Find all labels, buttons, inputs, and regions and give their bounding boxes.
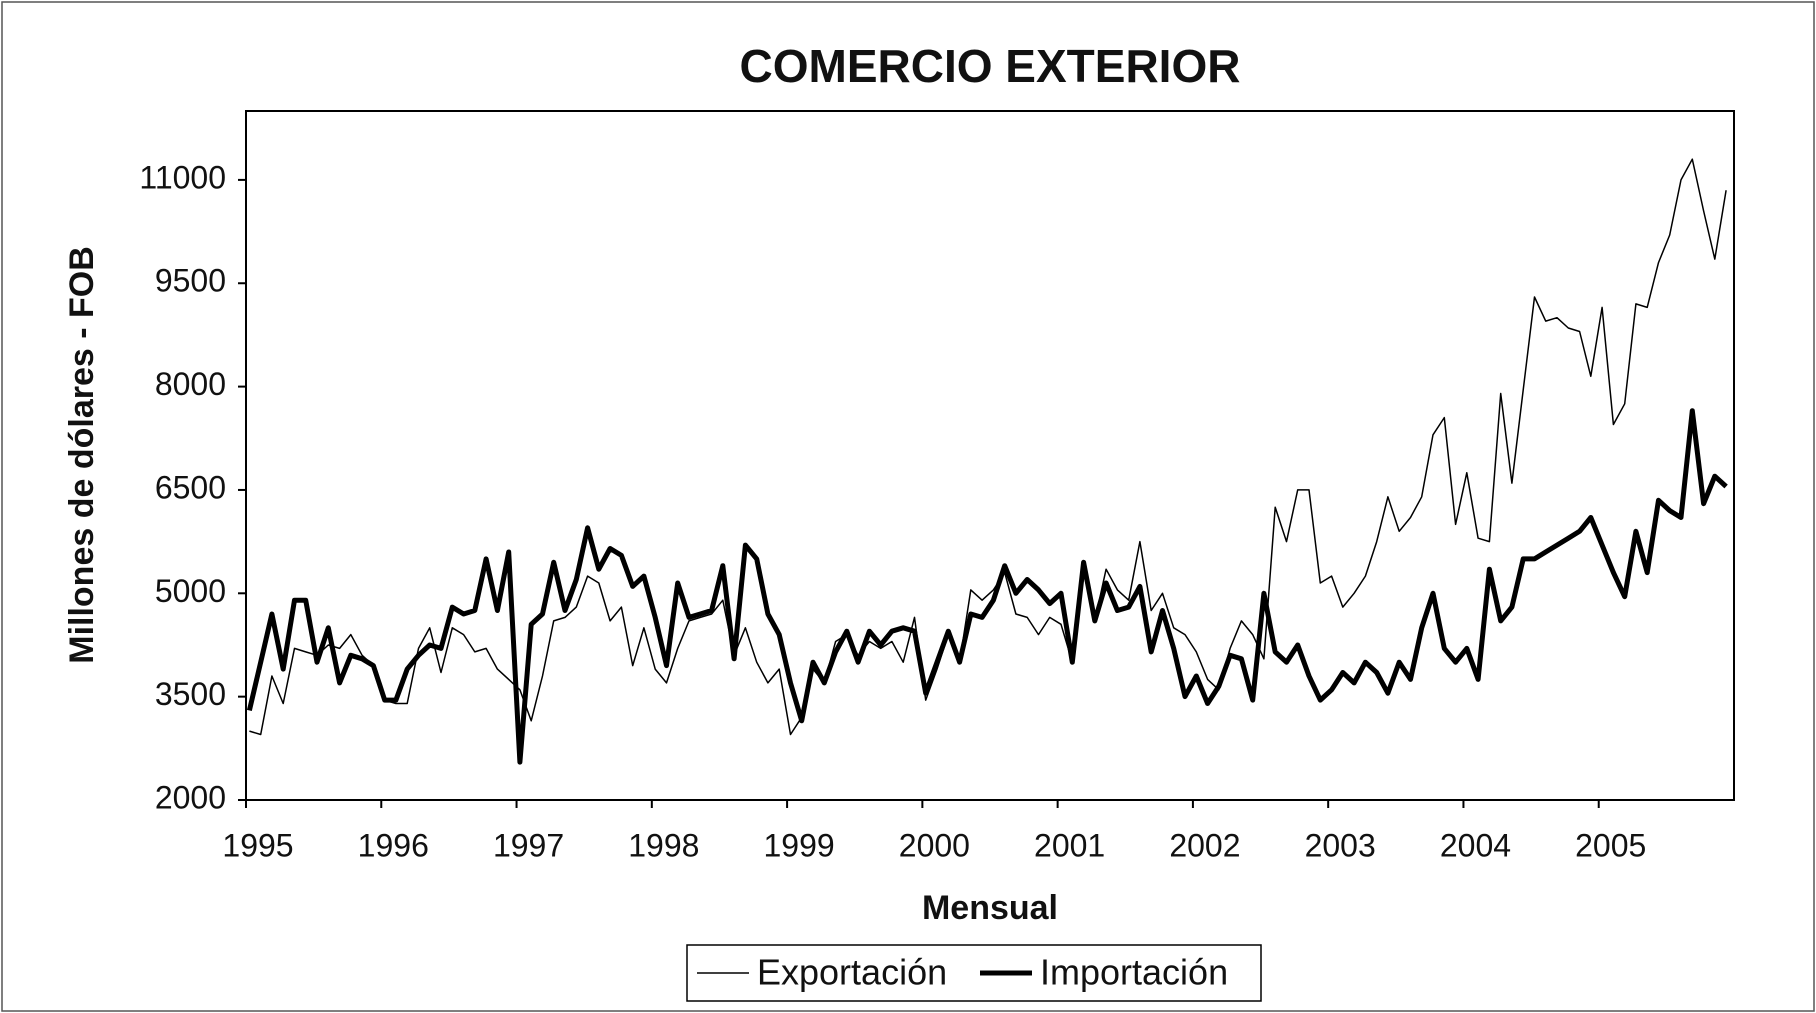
- x-tick-label: 2001: [1034, 827, 1105, 863]
- x-tick-label: 1995: [222, 827, 293, 863]
- y-tick-label: 6500: [155, 469, 226, 505]
- x-tick-label: 2000: [899, 827, 970, 863]
- y-tick-label: 2000: [155, 779, 226, 815]
- x-tick-label: 1998: [628, 827, 699, 863]
- y-tick-label: 9500: [155, 263, 226, 299]
- x-tick-label: 1999: [763, 827, 834, 863]
- y-axis-label: Millones de dólares - FOB: [63, 246, 101, 664]
- series-line: [246, 408, 1728, 765]
- x-axis-label: Mensual: [922, 889, 1058, 927]
- x-tick-label: 2004: [1440, 827, 1511, 863]
- y-tick-label: 5000: [155, 573, 226, 609]
- x-tick-label: 1996: [358, 827, 429, 863]
- chart-title: COMERCIO EXTERIOR: [740, 40, 1241, 92]
- y-tick-label: 3500: [155, 676, 226, 712]
- y-tick-label: 11000: [139, 159, 226, 195]
- series-line: [249, 158, 1727, 736]
- legend-label: Exportación: [757, 952, 947, 993]
- x-tick-label: 2003: [1305, 827, 1376, 863]
- legend-box: [686, 944, 1262, 1002]
- plot-frame: [245, 110, 1735, 801]
- legend-label: Importación: [1040, 952, 1228, 993]
- x-tick-label: 2002: [1169, 827, 1240, 863]
- x-tick-label: 1997: [493, 827, 564, 863]
- y-tick-label: 8000: [155, 366, 226, 402]
- x-tick-label: 2005: [1575, 827, 1646, 863]
